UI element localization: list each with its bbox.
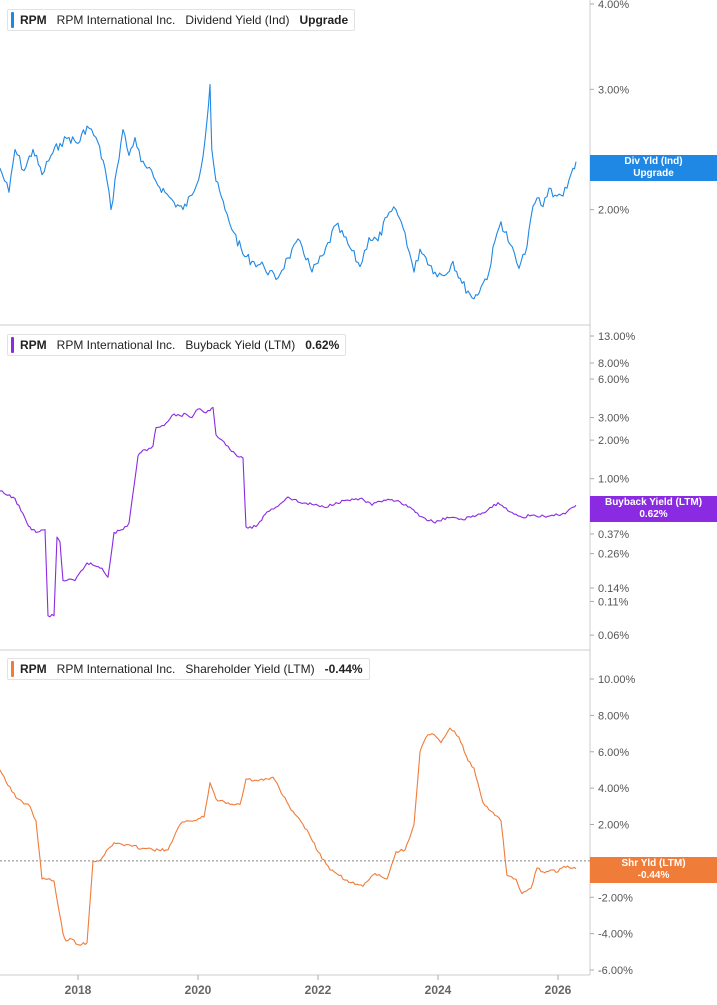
value-tag-label: Buyback Yield (LTM) [604,497,703,508]
x-tick: 2020 [185,975,212,997]
y-tick: 0.14% [590,583,629,595]
value-tag-value: -0.44% [637,870,670,881]
y-tick: 8.00% [590,710,629,722]
legend-ticker: RPM [20,662,47,676]
x-tick: 2024 [425,975,452,997]
y-tick-label: -6.00% [598,965,633,977]
y-tick-label: 0.14% [598,583,629,595]
legend-value: -0.44% [324,662,363,676]
y-tick: 1.00% [590,474,629,486]
legend-shareholder-yield[interactable]: RPM RPM International Inc. Shareholder Y… [7,658,370,680]
y-tick-label: 6.00% [598,374,629,386]
legend-color-swatch [11,12,14,28]
y-tick: 6.00% [590,747,629,759]
x-tick: 2026 [545,975,572,997]
value-tag-shareholder-yield: Shr Yld (LTM) -0.44% [590,857,717,883]
y-tick: 4.00% [590,0,629,11]
y-tick-label: -4.00% [598,929,633,941]
y-tick: 8.00% [590,358,629,370]
y-tick: -2.00% [590,892,633,904]
y-tick: -6.00% [590,965,633,977]
legend-color-swatch [11,337,14,353]
legend-metric: Dividend Yield (Ind) [185,13,290,27]
x-tick: 2018 [65,975,92,997]
legend-metric: Shareholder Yield (LTM) [185,662,315,676]
y-tick-label: -2.00% [598,892,633,904]
series-line-shareholder-yield [0,727,577,946]
value-tag-buyback-yield: Buyback Yield (LTM) 0.62% [590,496,717,522]
x-tick-label: 2024 [425,983,452,997]
y-tick: 2.00% [590,820,629,832]
y-tick-label: 8.00% [598,710,629,722]
y-tick: 2.00% [590,435,629,447]
chart-marks: 4.00% 3.00% 2.00% 13.00% 8.00% 6.00% 3.00% 2.00… [0,0,636,997]
y-tick-label: 10.00% [598,674,636,686]
y-tick-label: 1.00% [598,474,629,486]
y-tick-label: 2.00% [598,435,629,447]
y-tick: 3.00% [590,413,629,425]
y-tick-label: 0.06% [598,630,629,642]
y-tick-label: 2.00% [598,820,629,832]
y-tick-label: 0.26% [598,549,629,561]
y-tick: 13.00% [590,331,636,343]
x-tick-label: 2026 [545,983,572,997]
y-tick-label: 0.37% [598,529,629,541]
y-tick-label: 0.11% [598,596,629,608]
y-tick: 10.00% [590,674,636,686]
y-tick: 3.00% [590,84,629,96]
y-tick-label: 3.00% [598,413,629,425]
y-tick: 2.00% [590,205,629,217]
y-tick-label: 4.00% [598,783,629,795]
y-tick-label: 6.00% [598,747,629,759]
x-tick: 2022 [305,975,332,997]
value-tag-dividend-yield: Div Yld (Ind) Upgrade [590,155,717,181]
x-tick-label: 2022 [305,983,332,997]
y-tick-label: 2.00% [598,205,629,217]
y-tick: 4.00% [590,783,629,795]
y-tick-label: 8.00% [598,358,629,370]
x-tick-label: 2020 [185,983,212,997]
y-tick: 0.06% [590,630,629,642]
legend-metric: Buyback Yield (LTM) [185,338,296,352]
x-tick-label: 2018 [65,983,92,997]
legend-value: 0.62% [305,338,340,352]
legend-company: RPM International Inc. [56,338,176,352]
y-tick: 0.37% [590,529,629,541]
legend-company: RPM International Inc. [56,13,176,27]
y-tick-label: 3.00% [598,84,629,96]
y-tick: 0.26% [590,549,629,561]
y-tick: -4.00% [590,929,633,941]
legend-value: Upgrade [299,13,349,27]
legend-company: RPM International Inc. [56,662,176,676]
legend-dividend-yield[interactable]: RPM RPM International Inc. Dividend Yiel… [7,9,356,31]
series-line-dividend-yield [0,83,577,300]
value-tag-label: Div Yld (Ind) [624,156,683,167]
y-tick-label: 4.00% [598,0,629,11]
legend-ticker: RPM [20,338,47,352]
y-tick: 6.00% [590,374,629,386]
y-tick-label: 13.00% [598,331,636,343]
series-line-buyback-yield [0,406,577,618]
value-tag-value: 0.62% [639,509,668,520]
legend-ticker: RPM [20,13,47,27]
legend-color-swatch [11,661,14,677]
legend-buyback-yield[interactable]: RPM RPM International Inc. Buyback Yield… [7,334,347,356]
value-tag-label: Shr Yld (LTM) [621,858,686,869]
y-tick: 0.11% [590,596,629,608]
value-tag-value: Upgrade [633,168,674,179]
